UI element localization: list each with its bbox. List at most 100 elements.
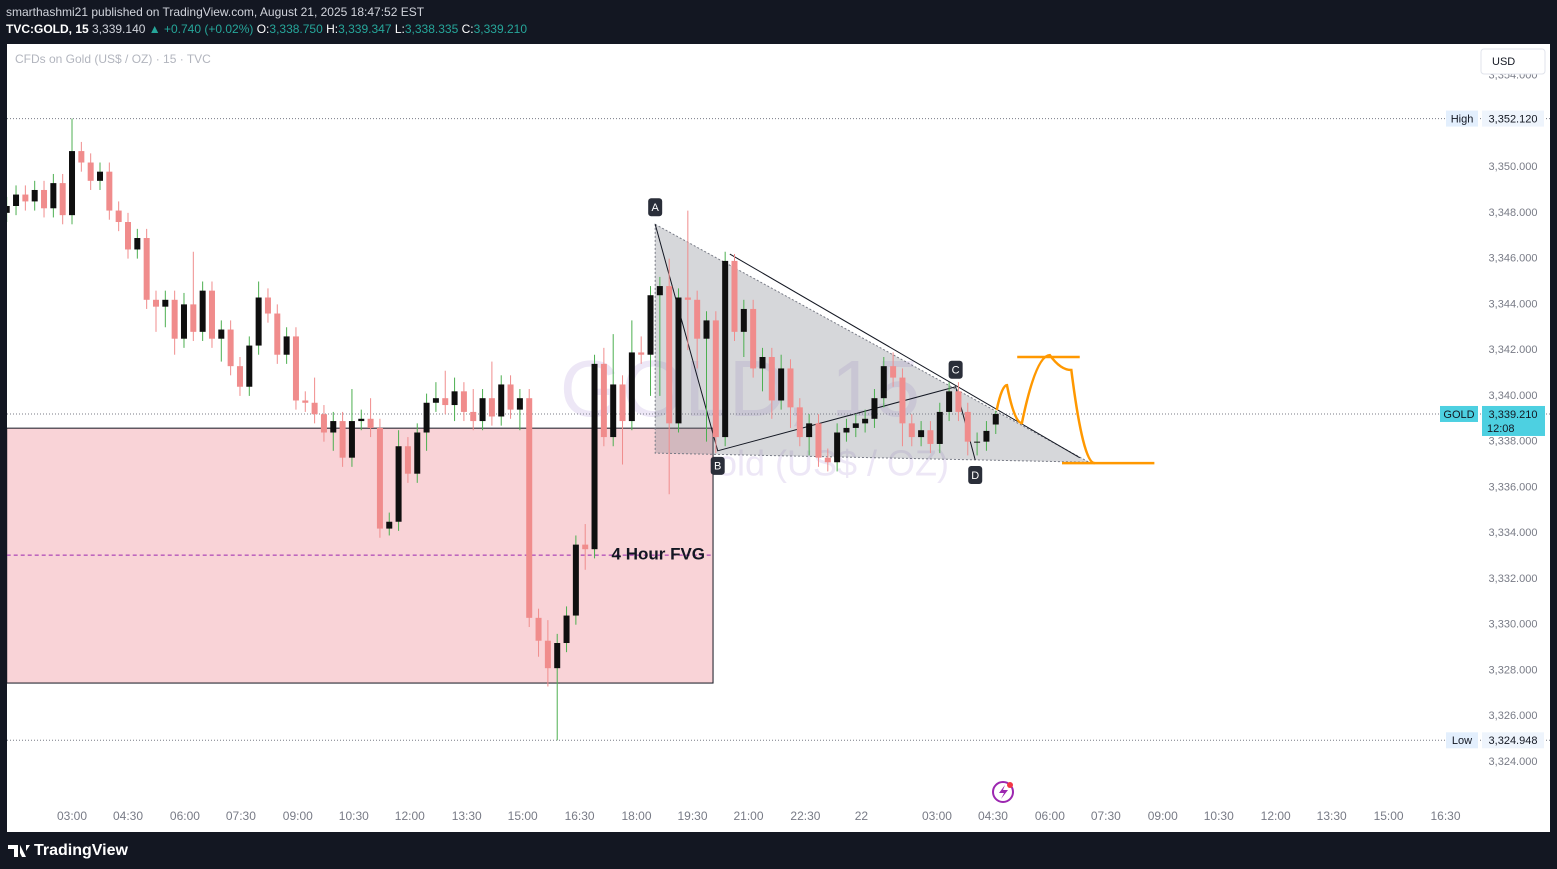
candle-body bbox=[87, 162, 94, 181]
publisher: smarthashmi21 published on TradingView.c… bbox=[6, 5, 425, 19]
x-tick-label: 06:00 bbox=[170, 809, 200, 823]
candle-body bbox=[124, 222, 131, 250]
currency[interactable]: USD bbox=[1492, 56, 1515, 68]
candle-body bbox=[731, 260, 738, 332]
x-tick-label: 07:30 bbox=[1091, 809, 1121, 823]
candle-body bbox=[367, 418, 374, 428]
candle-body bbox=[722, 260, 729, 438]
y-tick-label: 3,348.000 bbox=[1489, 207, 1538, 219]
candle-body bbox=[684, 297, 691, 300]
candle-body bbox=[507, 384, 514, 410]
candle-body bbox=[955, 391, 962, 412]
candle-body bbox=[619, 384, 626, 422]
alert-dot bbox=[1007, 782, 1013, 788]
x-tick-label: 07:30 bbox=[226, 809, 256, 823]
x-tick-label: 03:00 bbox=[57, 809, 87, 823]
x-tick-label: 13:30 bbox=[1317, 809, 1347, 823]
candle-body bbox=[134, 238, 141, 250]
ohlc: O:3,338.750 H:3,339.347 L:3,338.335 C:3,… bbox=[257, 22, 527, 36]
badge-value-bg bbox=[1482, 732, 1544, 749]
candle-body bbox=[59, 183, 66, 216]
candle-body bbox=[628, 352, 635, 422]
candle-body bbox=[526, 398, 533, 618]
badge-value-bg bbox=[1482, 110, 1544, 127]
candle-body bbox=[535, 617, 542, 641]
candle-body bbox=[871, 398, 878, 419]
candle-body bbox=[348, 421, 355, 458]
candle-body bbox=[208, 290, 215, 339]
candle-body bbox=[927, 430, 934, 444]
y-tick-label: 3,332.000 bbox=[1489, 573, 1538, 585]
ohlc-key: L: bbox=[394, 22, 405, 36]
ohlc-value: 3,338.335 bbox=[404, 22, 459, 36]
x-tick-label: 06:00 bbox=[1035, 809, 1065, 823]
candle-body bbox=[162, 299, 169, 307]
candle-body bbox=[358, 418, 365, 422]
candle-body bbox=[544, 640, 551, 669]
candle-body bbox=[964, 411, 971, 442]
x-tick-label: 15:00 bbox=[508, 809, 538, 823]
badge-name-bg bbox=[1446, 110, 1478, 127]
candle-body bbox=[890, 366, 897, 378]
last-name: GOLD bbox=[1443, 409, 1474, 421]
candle-body bbox=[479, 398, 486, 422]
candle-body bbox=[13, 194, 20, 206]
pattern-badge bbox=[948, 360, 963, 379]
candle-body bbox=[806, 423, 813, 438]
candle-body bbox=[498, 384, 505, 417]
candle-body bbox=[199, 290, 206, 332]
candle-body bbox=[320, 414, 327, 433]
candle-body bbox=[460, 391, 467, 412]
x-tick-label: 04:30 bbox=[113, 809, 143, 823]
logo-mark bbox=[8, 845, 30, 857]
y-tick-label: 3,338.000 bbox=[1489, 436, 1538, 448]
brand: TradingView bbox=[34, 842, 129, 859]
candle-body bbox=[78, 151, 85, 163]
candle-body bbox=[218, 329, 225, 339]
header: smarthashmi21 published on TradingView.c… bbox=[6, 4, 527, 38]
candle-body bbox=[115, 210, 122, 223]
x-tick-label: 10:30 bbox=[339, 809, 369, 823]
x-tick-label: 09:00 bbox=[1148, 809, 1178, 823]
ohlc-key: O: bbox=[256, 22, 270, 36]
alert-icon[interactable] bbox=[992, 781, 1014, 803]
candle-body bbox=[386, 521, 393, 529]
candle-body bbox=[283, 336, 290, 355]
x-tick-label: 16:30 bbox=[565, 809, 595, 823]
candle-body bbox=[862, 418, 869, 424]
candle-body bbox=[50, 183, 57, 209]
x-tick-label: 15:00 bbox=[1374, 809, 1404, 823]
last-value: 3,339.210 bbox=[1489, 409, 1538, 421]
candle-body bbox=[339, 421, 346, 458]
triangle-zone bbox=[654, 223, 1090, 463]
candle-body bbox=[918, 430, 925, 438]
candle-body bbox=[264, 297, 271, 314]
candle-body bbox=[647, 295, 654, 355]
candle-body bbox=[992, 413, 999, 425]
candle-body bbox=[834, 432, 841, 463]
ohlc-key: C: bbox=[461, 22, 474, 36]
candle-body bbox=[852, 423, 859, 428]
candle-body bbox=[7, 205, 10, 213]
candle-body bbox=[330, 421, 337, 433]
y-tick-label: 3,328.000 bbox=[1489, 664, 1538, 676]
x-tick-label: 12:00 bbox=[395, 809, 425, 823]
badge-value: 3,324.948 bbox=[1489, 735, 1538, 747]
ohlc-value: 3,338.750 bbox=[269, 22, 323, 36]
candle-body bbox=[712, 320, 719, 438]
x-tick-label: 22:30 bbox=[790, 809, 820, 823]
y-tick-label: 3,342.000 bbox=[1489, 344, 1538, 356]
legend-title: CFDs on Gold (US$ / OZ) · 15 · TVC bbox=[15, 52, 211, 66]
candle-body bbox=[414, 432, 421, 474]
candle-body bbox=[787, 368, 794, 408]
candle-body bbox=[908, 423, 915, 438]
y-tick-label: 3,326.000 bbox=[1489, 710, 1538, 722]
candle-body bbox=[638, 352, 645, 355]
candle-body bbox=[143, 238, 150, 300]
candle-body bbox=[768, 357, 775, 401]
currency-button[interactable] bbox=[1480, 48, 1546, 75]
ohlc-value: 3,339.347 bbox=[338, 22, 392, 36]
badge-name: Low bbox=[1452, 735, 1472, 747]
